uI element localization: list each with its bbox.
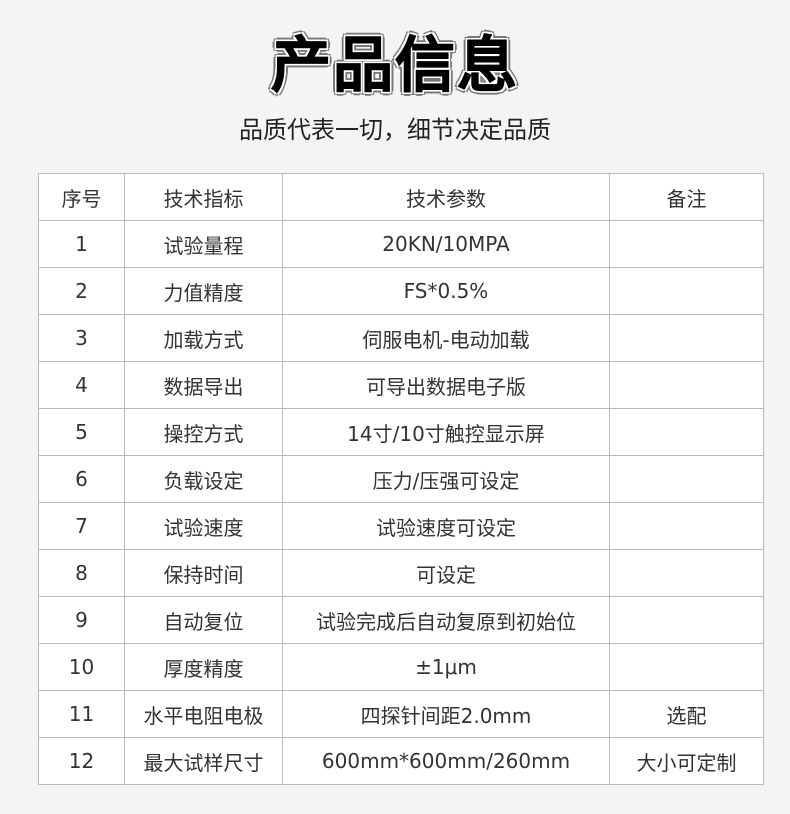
- header-param: 技术参数: [282, 173, 610, 221]
- cell-param: 20KN/10MPA: [282, 220, 610, 268]
- cell-index: 2: [38, 267, 125, 315]
- cell-spec: 加载方式: [124, 314, 283, 362]
- cell-param: 压力/压强可设定: [282, 455, 610, 503]
- cell-index: 7: [38, 502, 125, 550]
- cell-index: 11: [38, 690, 125, 738]
- table-row: 5 操控方式 14寸/10寸触控显示屏: [38, 408, 764, 456]
- cell-param: 600mm*600mm/260mm: [282, 737, 610, 785]
- cell-index: 10: [38, 643, 125, 691]
- cell-note: 大小可定制: [609, 737, 764, 785]
- cell-note: [609, 220, 764, 268]
- cell-spec: 操控方式: [124, 408, 283, 456]
- cell-spec: 负载设定: [124, 455, 283, 503]
- table-row: 4 数据导出 可导出数据电子版: [38, 361, 764, 409]
- cell-param: 伺服电机-电动加载: [282, 314, 610, 362]
- cell-index: 6: [38, 455, 125, 503]
- header-note: 备注: [609, 173, 764, 221]
- cell-spec: 试验量程: [124, 220, 283, 268]
- cell-param: 试验完成后自动复原到初始位: [282, 596, 610, 644]
- cell-note: [609, 267, 764, 315]
- page-subtitle: 品质代表一切，细节决定品质: [239, 116, 551, 144]
- table-row: 6 负载设定 压力/压强可设定: [38, 455, 764, 503]
- cell-param: ±1μm: [282, 643, 610, 691]
- cell-note: [609, 502, 764, 550]
- cell-spec: 厚度精度: [124, 643, 283, 691]
- cell-index: 3: [38, 314, 125, 362]
- cell-spec: 试验速度: [124, 502, 283, 550]
- cell-spec: 力值精度: [124, 267, 283, 315]
- cell-note: [609, 408, 764, 456]
- cell-note: 选配: [609, 690, 764, 738]
- cell-index: 8: [38, 549, 125, 597]
- spec-table: 序号 技术指标 技术参数 备注 1 试验量程 20KN/10MPA 2 力值精度 FS*0…: [38, 173, 764, 785]
- table-row: 12 最大试样尺寸 600mm*600mm/260mm 大小可定制: [38, 737, 764, 785]
- table-row: 8 保持时间 可设定: [38, 549, 764, 597]
- table-header-row: 序号 技术指标 技术参数 备注: [38, 173, 764, 221]
- cell-spec: 最大试样尺寸: [124, 737, 283, 785]
- table-row: 11 水平电阻电极 四探针间距2.0mm 选配: [38, 690, 764, 738]
- cell-spec: 数据导出: [124, 361, 283, 409]
- cell-spec: 自动复位: [124, 596, 283, 644]
- page-title: 产品信息: [271, 31, 519, 102]
- cell-param: 试验速度可设定: [282, 502, 610, 550]
- cell-param: 四探针间距2.0mm: [282, 690, 610, 738]
- cell-param: 14寸/10寸触控显示屏: [282, 408, 610, 456]
- cell-note: [609, 361, 764, 409]
- cell-param: 可导出数据电子版: [282, 361, 610, 409]
- cell-index: 1: [38, 220, 125, 268]
- cell-param: 可设定: [282, 549, 610, 597]
- cell-index: 5: [38, 408, 125, 456]
- cell-spec: 水平电阻电极: [124, 690, 283, 738]
- table-row: 1 试验量程 20KN/10MPA: [38, 220, 764, 268]
- cell-spec: 保持时间: [124, 549, 283, 597]
- cell-note: [609, 314, 764, 362]
- cell-note: [609, 643, 764, 691]
- cell-param: FS*0.5%: [282, 267, 610, 315]
- header-index: 序号: [38, 173, 125, 221]
- cell-index: 4: [38, 361, 125, 409]
- table-row: 10 厚度精度 ±1μm: [38, 643, 764, 691]
- cell-index: 9: [38, 596, 125, 644]
- table-row: 9 自动复位 试验完成后自动复原到初始位: [38, 596, 764, 644]
- header-spec: 技术指标: [124, 173, 283, 221]
- cell-note: [609, 596, 764, 644]
- cell-note: [609, 549, 764, 597]
- table-row: 2 力值精度 FS*0.5%: [38, 267, 764, 315]
- table-row: 7 试验速度 试验速度可设定: [38, 502, 764, 550]
- table-row: 3 加载方式 伺服电机-电动加载: [38, 314, 764, 362]
- cell-note: [609, 455, 764, 503]
- cell-index: 12: [38, 737, 125, 785]
